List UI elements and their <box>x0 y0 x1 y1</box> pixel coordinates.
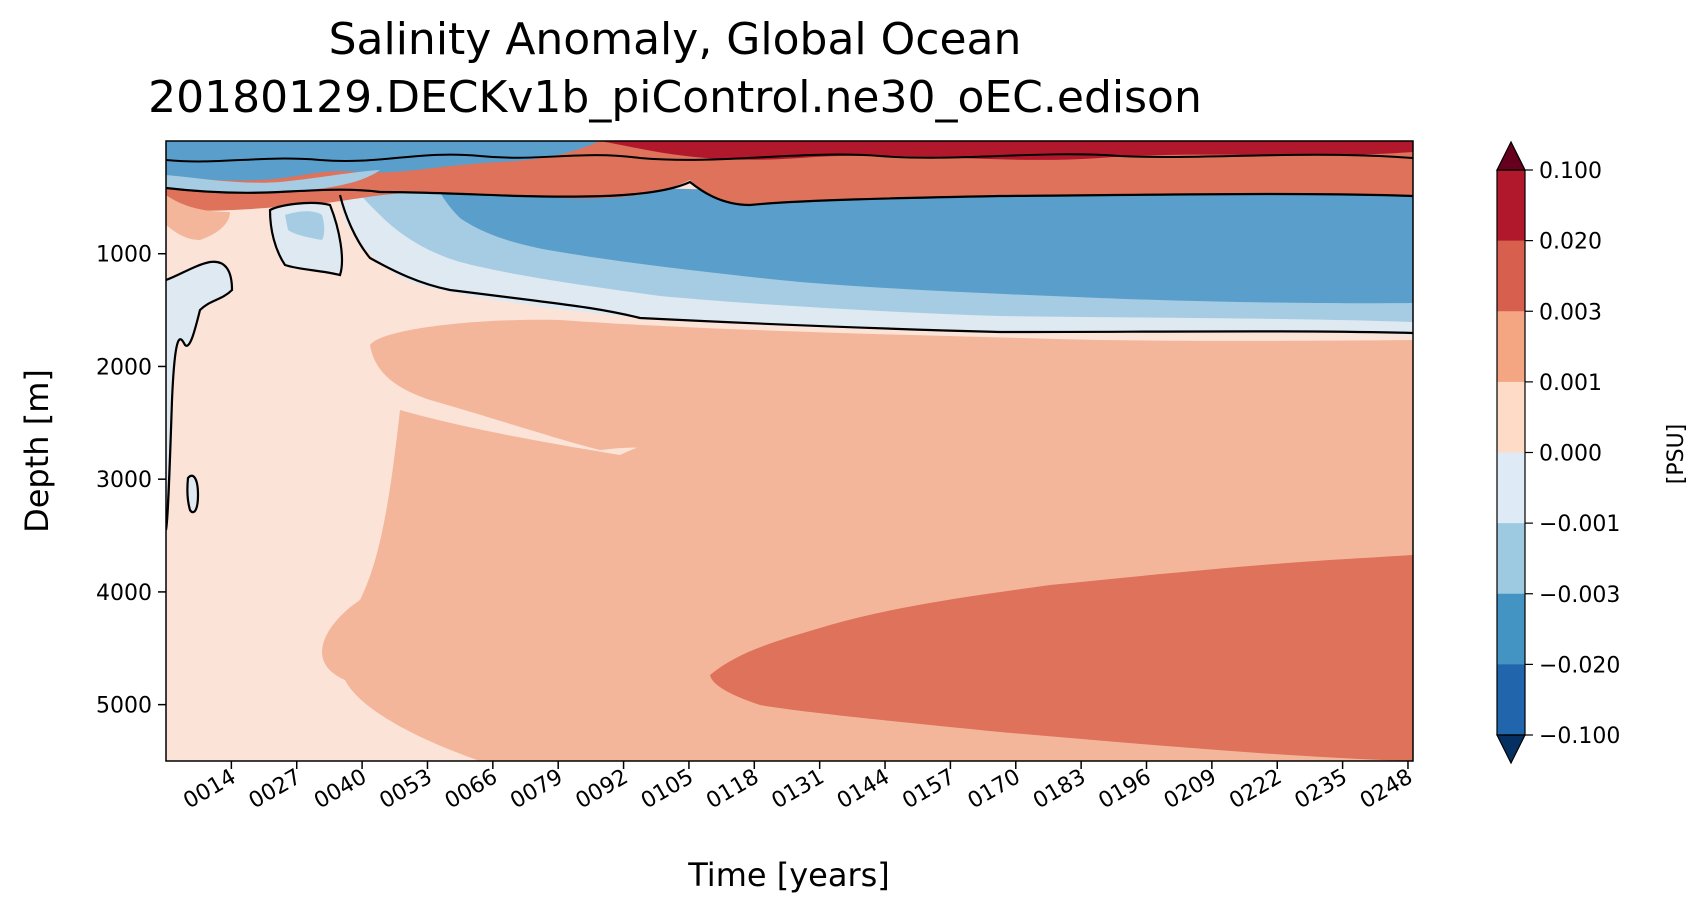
region-light-positive-left <box>166 195 230 240</box>
colorbar-label: [PSU] <box>1664 424 1689 485</box>
y-tick-label: 3000 <box>96 468 152 493</box>
colorbar-tick-label: 0.020 <box>1539 230 1602 255</box>
y-tick-label: 2000 <box>96 355 152 380</box>
x-tick-label: 0040 <box>310 765 371 815</box>
x-tick-label: 0144 <box>833 765 894 815</box>
colorbar-segment <box>1497 311 1525 383</box>
y-axis-label: Depth [m] <box>18 369 56 533</box>
y-tick-label: 5000 <box>96 694 152 719</box>
chart-title: Salinity Anomaly, Global Ocean <box>328 14 1022 65</box>
x-tick-label: 0092 <box>572 765 633 815</box>
x-tick-label: 0131 <box>768 765 829 815</box>
region-left-lens-4 <box>187 475 198 513</box>
contour-zero-lens-1 <box>268 201 344 277</box>
contour-zero-surface <box>166 153 1413 163</box>
colorbar-segment <box>1497 593 1525 665</box>
colorbar-tick-label: 0.100 <box>1539 159 1602 184</box>
colorbar-segment <box>1497 664 1525 736</box>
colorbar-segment <box>1497 170 1525 242</box>
region-left-lens-3 <box>166 261 232 530</box>
colorbar-tick-label: −0.003 <box>1539 583 1620 608</box>
colorbar-segment <box>1497 452 1525 524</box>
colorbar-tick-label: 0.003 <box>1539 300 1602 325</box>
x-axis-label: Time [years] <box>687 856 890 894</box>
colorbar-tick-label: 0.001 <box>1539 371 1602 396</box>
contour-zero-lens-2 <box>166 260 234 531</box>
x-tick-label: 0079 <box>506 765 567 815</box>
colorbar-segment <box>1497 523 1525 595</box>
x-tick-label: 0014 <box>179 765 240 815</box>
contour-zero-main <box>338 194 1413 335</box>
colorbar-extend-low <box>1496 734 1526 765</box>
x-tick-label: 0027 <box>245 765 306 815</box>
colorbar-extend-high <box>1496 140 1526 171</box>
y-tick-label: 4000 <box>96 581 152 606</box>
x-tick-label: 0248 <box>1356 765 1417 815</box>
x-tick-label: 0183 <box>1029 765 1090 815</box>
y-tick-label: 1000 <box>96 243 152 268</box>
x-tick-label: 0170 <box>964 765 1025 815</box>
x-tick-label: 0118 <box>702 765 763 815</box>
colorbar-tick-label: −0.100 <box>1539 724 1620 749</box>
region-positive-bottom <box>710 555 1413 761</box>
x-tick-label: 0105 <box>637 765 698 815</box>
x-tick-label: 0066 <box>441 765 502 815</box>
colorbar: 0.100 0.020 0.003 0.001 0.000 −0.001 −0.003 −0.… <box>1496 140 1620 765</box>
x-tick-label: 0196 <box>1095 765 1156 815</box>
region-negative-strong <box>440 187 1413 304</box>
region-positive-midlayer <box>322 410 815 680</box>
plot-frame <box>165 140 1414 762</box>
colorbar-tick-label: −0.001 <box>1539 512 1620 537</box>
region-left-lens-2 <box>285 211 325 240</box>
colorbar-tick-label: −0.020 <box>1539 653 1620 678</box>
x-tick-label: 0157 <box>898 765 959 815</box>
chart-subtitle: 20180129.DECKv1b_piControl.ne30_oEC.edis… <box>148 72 1202 123</box>
x-axis-ticks: 0014 0027 0040 0053 0066 0079 0092 0105 0118 0131… <box>179 761 1417 814</box>
region-surface-blue <box>166 141 600 181</box>
x-tick-label: 0209 <box>1160 765 1221 815</box>
colorbar-tick-label: 0.000 <box>1539 442 1602 467</box>
plot-area <box>166 141 1413 761</box>
contour-zero-lens-3 <box>186 474 200 514</box>
colorbar-segment <box>1497 381 1525 453</box>
x-tick-label: 0053 <box>375 765 436 815</box>
y-axis-ticks: 1000 2000 3000 4000 5000 <box>96 243 166 719</box>
x-tick-label: 0222 <box>1225 765 1286 815</box>
x-tick-label: 0235 <box>1291 765 1352 815</box>
colorbar-segment <box>1497 240 1525 312</box>
region-surface-blue-2 <box>166 170 380 193</box>
contour-zero-upper <box>166 180 1413 207</box>
